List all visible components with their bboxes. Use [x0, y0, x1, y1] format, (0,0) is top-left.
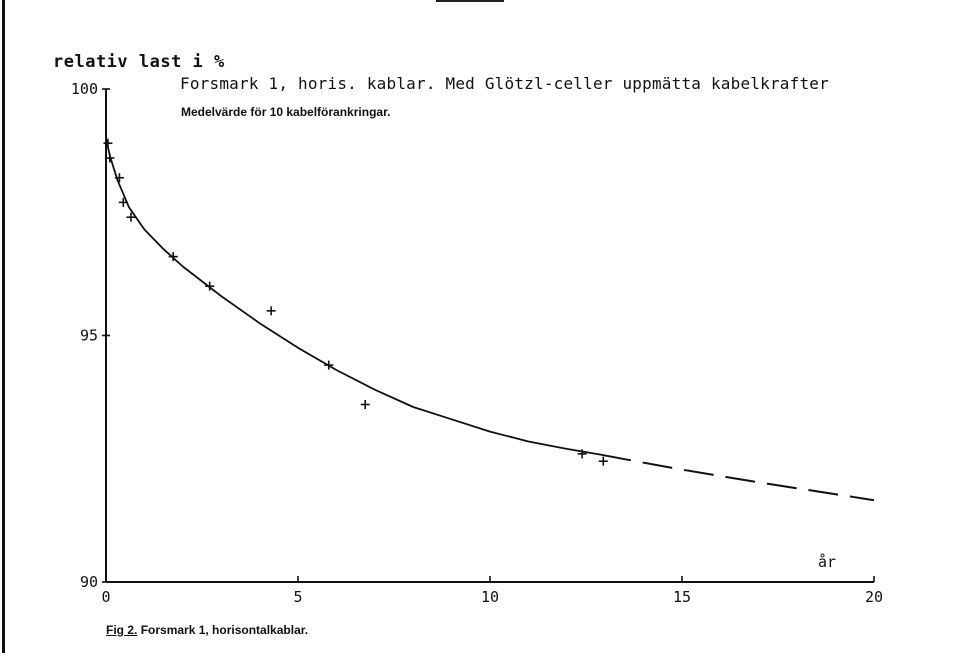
data-point [266, 306, 276, 316]
data-point [205, 281, 215, 291]
data-points [103, 138, 608, 466]
y-tick-label: 100 [71, 80, 98, 98]
x-tick-label: 20 [865, 588, 883, 606]
data-point [114, 173, 124, 183]
y-tick-label: 90 [80, 573, 98, 591]
x-tick-label: 5 [293, 588, 302, 606]
x-tick-label: 10 [481, 588, 499, 606]
data-point [105, 153, 115, 163]
figure-caption: Fig 2. Forsmark 1, horisontalkablar. [106, 623, 308, 637]
data-point [324, 360, 334, 370]
fit-curve-line [105, 138, 602, 456]
data-point [598, 456, 608, 466]
chart-title: Forsmark 1, horis. kablar. Med Glötzl-ce… [180, 74, 829, 93]
x-tick-label: 15 [673, 588, 691, 606]
data-point [103, 138, 113, 148]
x-tick-label: 0 [101, 588, 110, 606]
chart-subtitle: Medelvärde för 10 kabelförankringar. [181, 105, 391, 119]
y-axis-label: relativ last i % [53, 52, 225, 72]
data-point [360, 400, 370, 410]
caption-figure-number: Fig 2. [106, 623, 138, 637]
data-point [577, 449, 587, 459]
extrapolation-dashed-line [601, 453, 875, 502]
data-point [168, 252, 178, 262]
data-point [126, 212, 136, 222]
x-axis-label: år [818, 553, 837, 571]
y-tick-label: 95 [80, 327, 98, 345]
top-edge-mark [436, 0, 504, 2]
data-point [118, 197, 128, 207]
left-border-line [2, 0, 5, 653]
caption-text: Forsmark 1, horisontalkablar. [140, 623, 309, 637]
curves [105, 138, 875, 502]
axes: 0 5 10 15 20 90 95 100 [71, 80, 883, 606]
